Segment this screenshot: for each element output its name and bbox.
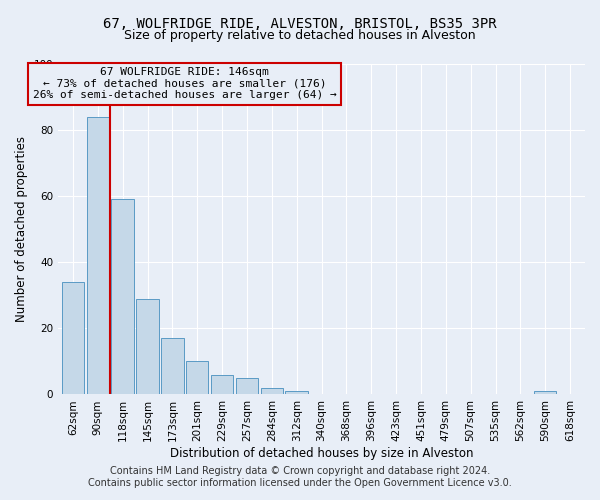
Bar [260, 388, 283, 394]
Bar [86, 117, 109, 394]
Bar [534, 391, 556, 394]
Text: Size of property relative to detached houses in Alveston: Size of property relative to detached ho… [124, 29, 476, 42]
Bar [186, 362, 208, 394]
Bar [211, 374, 233, 394]
Text: 67 WOLFRIDGE RIDE: 146sqm
← 73% of detached houses are smaller (176)
26% of semi: 67 WOLFRIDGE RIDE: 146sqm ← 73% of detac… [33, 67, 337, 100]
Text: Contains HM Land Registry data © Crown copyright and database right 2024.
Contai: Contains HM Land Registry data © Crown c… [88, 466, 512, 487]
Bar [62, 282, 84, 395]
Bar [236, 378, 258, 394]
X-axis label: Distribution of detached houses by size in Alveston: Distribution of detached houses by size … [170, 447, 473, 460]
Bar [136, 298, 159, 394]
Text: 67, WOLFRIDGE RIDE, ALVESTON, BRISTOL, BS35 3PR: 67, WOLFRIDGE RIDE, ALVESTON, BRISTOL, B… [103, 18, 497, 32]
Bar [112, 200, 134, 394]
Bar [161, 338, 184, 394]
Bar [286, 391, 308, 394]
Y-axis label: Number of detached properties: Number of detached properties [15, 136, 28, 322]
